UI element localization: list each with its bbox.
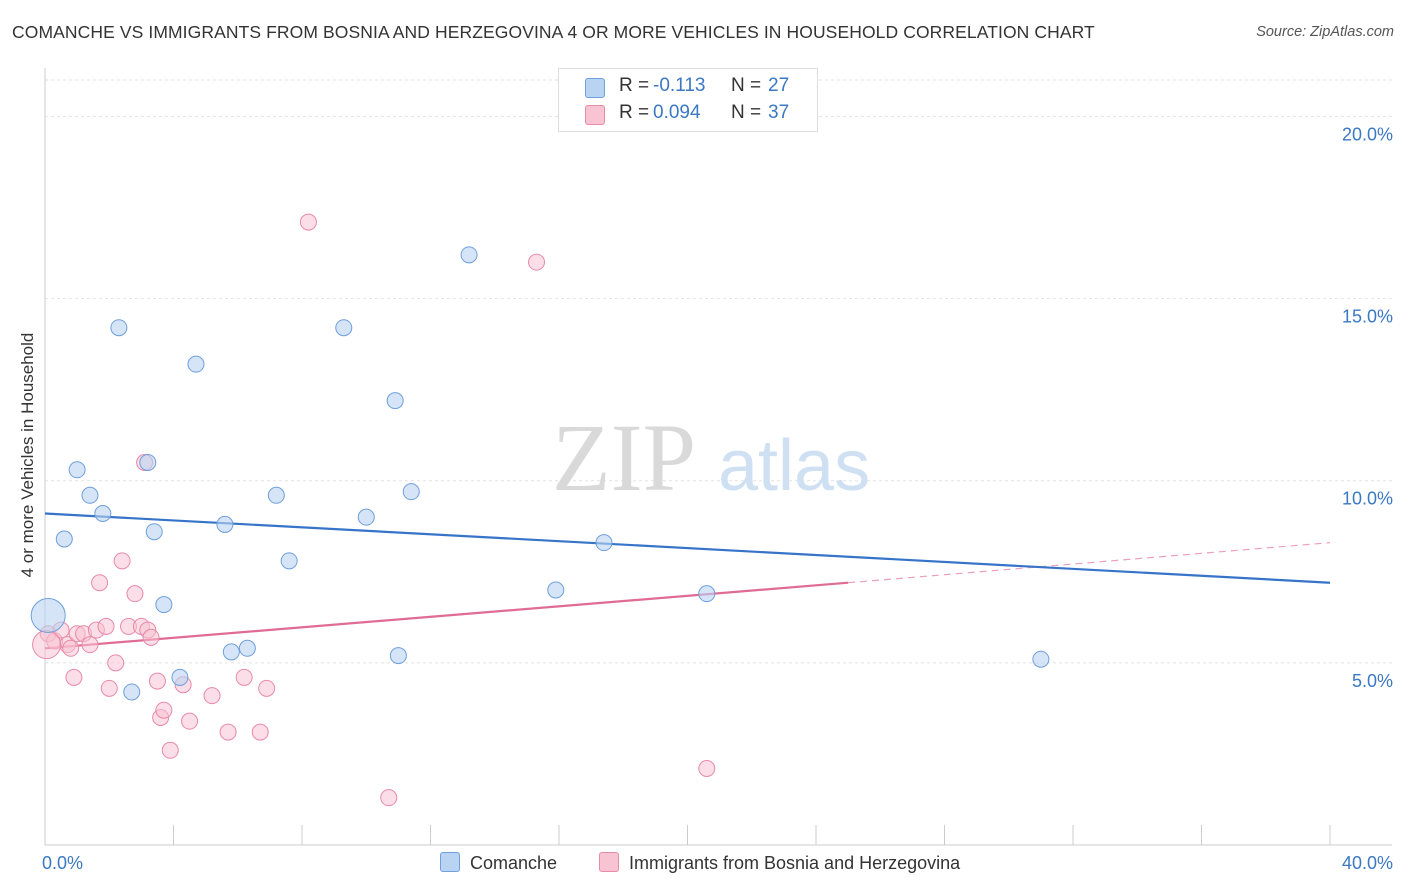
point-bosnia — [161, 741, 179, 759]
trend-line-bosnia — [44, 581, 849, 650]
x-tick-label: 0.0% — [42, 853, 83, 873]
point-comanche — [238, 639, 256, 657]
point-bosnia — [107, 654, 125, 672]
point-bosnia — [113, 552, 131, 570]
trend-line-bosnia-extension — [848, 542, 1331, 584]
point-bosnia — [97, 617, 115, 635]
point-comanche — [216, 515, 234, 533]
point-bosnia — [62, 639, 80, 657]
y-tick-label: 10.0% — [1342, 489, 1393, 509]
point-comanche — [68, 461, 86, 479]
series-swatch-bosnia — [599, 852, 619, 872]
point-comanche — [145, 523, 163, 541]
point-bosnia — [528, 253, 546, 271]
point-bosnia — [81, 636, 99, 654]
correlation-legend: R = -0.113 N = 27 R = 0.094 N = 37 — [558, 68, 818, 132]
point-comanche — [222, 643, 240, 661]
point-bosnia — [251, 723, 269, 741]
y-tick-label: 15.0% — [1342, 307, 1393, 327]
legend-r-label: R = — [619, 102, 650, 123]
point-comanche — [460, 246, 478, 264]
point-bosnia — [181, 712, 199, 730]
point-comanche — [123, 683, 141, 701]
point-bosnia — [148, 672, 166, 690]
chart-source: Source: ZipAtlas.com — [1256, 24, 1394, 40]
axes — [44, 68, 1392, 846]
legend-n-value: 27 — [768, 75, 790, 96]
point-comanche — [389, 647, 407, 665]
point-bosnia — [235, 668, 253, 686]
point-comanche — [698, 585, 716, 603]
point-bosnia — [299, 213, 317, 231]
point-bosnia — [698, 760, 716, 777]
point-bosnia — [126, 585, 144, 603]
point-bosnia — [155, 701, 173, 719]
point-bosnia — [380, 789, 398, 807]
point-comanche — [171, 668, 189, 686]
point-comanche — [357, 508, 375, 526]
point-bosnia — [203, 687, 221, 705]
point-bosnia — [65, 668, 83, 686]
point-bosnia — [91, 574, 109, 592]
point-comanche — [335, 319, 353, 337]
point-comanche — [547, 581, 565, 599]
tick-labels: 5.0% 10.0% 15.0% 20.0% 0.0% 40.0% — [42, 124, 1393, 873]
point-bosnia — [100, 679, 118, 697]
point-comanche — [110, 319, 128, 337]
point-bosnia — [142, 628, 160, 646]
legend-swatch-bosnia — [585, 105, 605, 125]
point-comanche — [81, 486, 99, 504]
point-comanche — [55, 530, 73, 548]
point-comanche — [187, 355, 205, 373]
legend-swatch-comanche — [585, 78, 605, 98]
series-legend-bosnia: Immigrants from Bosnia and Herzegovina — [599, 852, 960, 874]
point-bosnia — [258, 679, 276, 697]
point-comanche — [267, 486, 285, 504]
point-comanche — [139, 454, 157, 471]
legend-r-value: 0.094 — [653, 102, 701, 123]
point-comanche — [280, 552, 298, 570]
trend-lines — [44, 512, 1331, 650]
y-axis-label: 4 or more Vehicles in Household — [18, 332, 37, 578]
legend-n-label: N = — [731, 102, 762, 123]
series-legend-comanche: Comanche — [440, 852, 557, 874]
legend-r-value: -0.113 — [653, 75, 706, 96]
point-comanche — [595, 534, 613, 552]
point-comanche — [94, 505, 112, 522]
y-tick-label: 20.0% — [1342, 124, 1393, 144]
point-comanche — [1032, 650, 1050, 668]
point-comanche — [386, 392, 404, 410]
chart-title: COMANCHE VS IMMIGRANTS FROM BOSNIA AND H… — [12, 22, 1095, 42]
point-comanche — [30, 598, 66, 633]
series-name-bosnia: Immigrants from Bosnia and Herzegovina — [629, 853, 961, 873]
trend-line-comanche — [44, 512, 1331, 584]
point-bosnia — [32, 630, 62, 660]
point-comanche — [155, 596, 173, 614]
legend-r-label: R = — [619, 75, 650, 96]
y-tick-label: 5.0% — [1352, 671, 1393, 691]
legend-n-label: N = — [731, 75, 762, 96]
point-bosnia — [219, 723, 237, 741]
watermark: ZIP atlas — [552, 404, 870, 511]
data-points — [30, 213, 1050, 807]
series-name-comanche: Comanche — [470, 853, 558, 873]
watermark-atlas: atlas — [718, 426, 870, 506]
legend-n-value: 37 — [768, 102, 790, 123]
x-tick-label: 40.0% — [1342, 853, 1393, 873]
watermark-zip: ZIP — [552, 404, 696, 511]
point-comanche — [402, 483, 420, 501]
series-swatch-comanche — [440, 852, 460, 872]
